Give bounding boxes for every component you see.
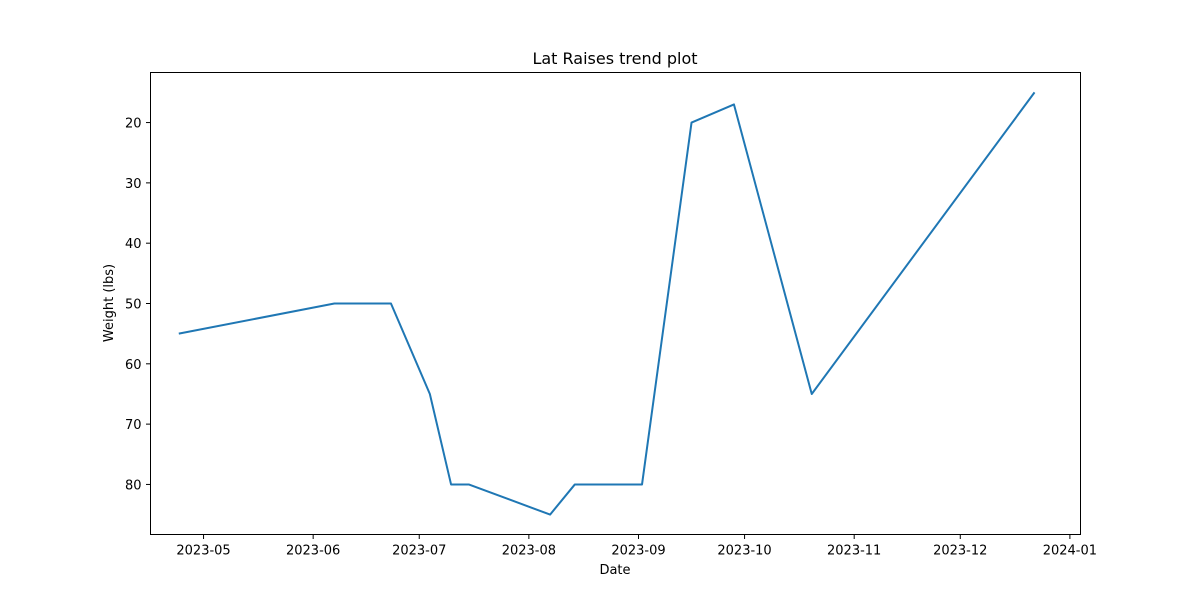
x-tick-label: 2024-01 xyxy=(1043,544,1097,559)
y-tick-label: 60 xyxy=(125,358,142,373)
x-tick-label: 2023-08 xyxy=(502,544,556,559)
x-tick-label: 2023-06 xyxy=(286,544,340,559)
x-axis-label: Date xyxy=(599,563,630,578)
y-tick-label: 30 xyxy=(125,177,142,192)
chart-title: Lat Raises trend plot xyxy=(532,49,697,68)
x-tick-label: 2023-12 xyxy=(933,544,987,559)
y-tick-label: 80 xyxy=(125,478,142,493)
y-tick-label: 40 xyxy=(125,237,142,252)
plot-frame xyxy=(150,72,1081,535)
y-tick-label: 20 xyxy=(125,117,142,132)
y-tick-label: 70 xyxy=(125,418,142,433)
y-tick-label: 50 xyxy=(125,298,142,313)
x-tick-label: 2023-07 xyxy=(392,544,446,559)
series-line-1 xyxy=(178,91,1036,516)
y-axis-label: Weight (lbs) xyxy=(102,264,117,342)
series-layer xyxy=(178,91,1036,516)
x-tick-label: 2023-10 xyxy=(717,544,771,559)
x-tick-label: 2023-09 xyxy=(611,544,665,559)
x-tick-label: 2023-05 xyxy=(176,544,230,559)
x-tick-label: 2023-11 xyxy=(827,544,881,559)
y-axis-ticks: 20 30 40 50 60 70 80 xyxy=(125,117,151,493)
x-axis-ticks: 2023-05 2023-06 2023-07 2023-08 2023-09 2023-… xyxy=(176,534,1097,559)
